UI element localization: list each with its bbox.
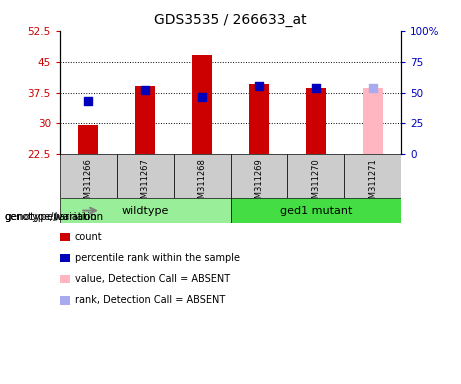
Bar [192, 55, 212, 154]
Text: genotype/variation: genotype/variation [5, 212, 104, 222]
Bar [230, 199, 401, 223]
Polygon shape [54, 213, 61, 221]
Text: GSM311271: GSM311271 [368, 158, 377, 209]
Bar [287, 154, 344, 199]
Bar [249, 84, 269, 154]
Text: percentile rank within the sample: percentile rank within the sample [75, 253, 240, 263]
Bar [60, 154, 117, 199]
Point [142, 86, 149, 93]
Bar [174, 154, 230, 199]
Text: wildtype: wildtype [122, 205, 169, 215]
Bar [230, 154, 287, 199]
Point [85, 98, 92, 104]
Text: GSM311270: GSM311270 [311, 158, 320, 209]
Point [369, 85, 376, 91]
Text: GSM311268: GSM311268 [198, 158, 207, 209]
Bar [60, 199, 230, 223]
Point [255, 83, 263, 89]
Text: ged1 mutant: ged1 mutant [280, 205, 352, 215]
Title: GDS3535 / 266633_at: GDS3535 / 266633_at [154, 13, 307, 27]
Bar [306, 88, 326, 154]
Text: rank, Detection Call = ABSENT: rank, Detection Call = ABSENT [75, 295, 225, 305]
Point [312, 85, 319, 91]
Text: GSM311266: GSM311266 [84, 158, 93, 209]
Bar [78, 126, 98, 154]
Text: value, Detection Call = ABSENT: value, Detection Call = ABSENT [75, 274, 230, 284]
Bar [363, 88, 383, 154]
Text: genotype/variation: genotype/variation [5, 212, 97, 222]
Point [198, 94, 206, 100]
Text: GSM311269: GSM311269 [254, 158, 263, 209]
Text: count: count [75, 232, 102, 242]
Bar [117, 154, 174, 199]
Bar [344, 154, 401, 199]
Text: GSM311267: GSM311267 [141, 158, 150, 209]
Bar [135, 86, 155, 154]
